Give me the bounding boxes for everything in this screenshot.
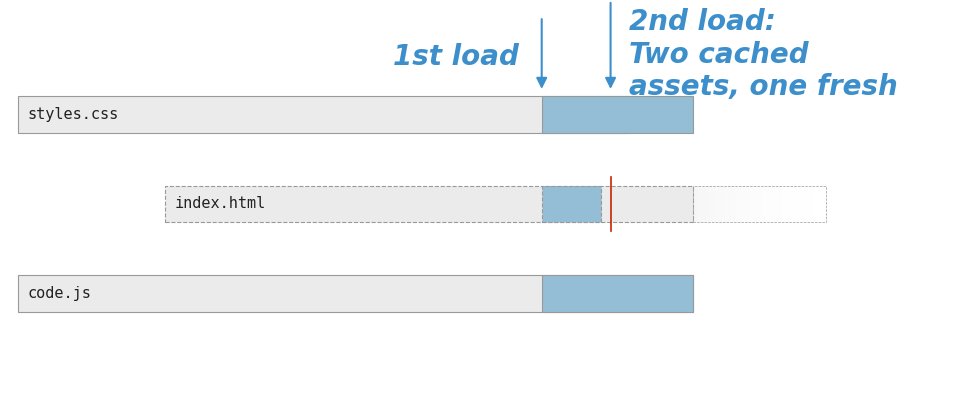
- Bar: [737, 186, 739, 222]
- Bar: [812, 186, 815, 222]
- Bar: [765, 186, 768, 222]
- Bar: [745, 186, 748, 222]
- Bar: [750, 186, 752, 222]
- Bar: [706, 186, 708, 222]
- Bar: [710, 186, 713, 222]
- Bar: [541, 275, 693, 312]
- Bar: [752, 186, 755, 222]
- Bar: [763, 186, 765, 222]
- Bar: [541, 186, 600, 222]
- Bar: [821, 186, 823, 222]
- Bar: [757, 186, 759, 222]
- Bar: [695, 186, 697, 222]
- Bar: [728, 186, 730, 222]
- Bar: [817, 186, 819, 222]
- Bar: [795, 186, 797, 222]
- Bar: [18, 96, 628, 133]
- Bar: [775, 186, 777, 222]
- Bar: [165, 186, 693, 222]
- Bar: [732, 186, 735, 222]
- Bar: [819, 186, 821, 222]
- Bar: [701, 186, 703, 222]
- Bar: [713, 186, 715, 222]
- Bar: [755, 186, 757, 222]
- Bar: [808, 186, 810, 222]
- Bar: [748, 186, 750, 222]
- Bar: [792, 186, 795, 222]
- Bar: [735, 186, 737, 222]
- Bar: [797, 186, 799, 222]
- Text: 1st load: 1st load: [393, 43, 518, 71]
- Bar: [768, 186, 770, 222]
- Bar: [703, 186, 706, 222]
- Bar: [815, 186, 817, 222]
- Bar: [783, 186, 785, 222]
- Bar: [739, 186, 741, 222]
- Bar: [781, 186, 783, 222]
- Bar: [730, 186, 732, 222]
- Bar: [805, 186, 808, 222]
- Bar: [708, 186, 710, 222]
- Bar: [779, 186, 781, 222]
- Bar: [790, 186, 792, 222]
- Text: styles.css: styles.css: [28, 107, 119, 122]
- Text: code.js: code.js: [28, 286, 91, 301]
- Bar: [788, 186, 790, 222]
- Bar: [715, 186, 717, 222]
- Bar: [770, 186, 772, 222]
- Bar: [18, 275, 693, 312]
- Bar: [743, 186, 745, 222]
- Bar: [772, 186, 775, 222]
- Bar: [741, 186, 743, 222]
- Bar: [799, 186, 801, 222]
- Bar: [803, 186, 805, 222]
- Bar: [697, 186, 700, 222]
- Bar: [700, 186, 701, 222]
- Bar: [720, 186, 721, 222]
- Bar: [777, 186, 779, 222]
- Bar: [810, 186, 812, 222]
- Bar: [801, 186, 803, 222]
- Bar: [693, 186, 695, 222]
- Bar: [785, 186, 788, 222]
- Bar: [726, 186, 728, 222]
- Bar: [717, 186, 720, 222]
- Bar: [759, 186, 761, 222]
- Bar: [721, 186, 723, 222]
- Text: 2nd load:
Two cached
assets, one fresh: 2nd load: Two cached assets, one fresh: [628, 8, 897, 101]
- Bar: [723, 186, 726, 222]
- Bar: [761, 186, 763, 222]
- Bar: [693, 186, 825, 222]
- Text: index.html: index.html: [174, 197, 266, 211]
- Bar: [541, 96, 693, 133]
- Bar: [823, 186, 825, 222]
